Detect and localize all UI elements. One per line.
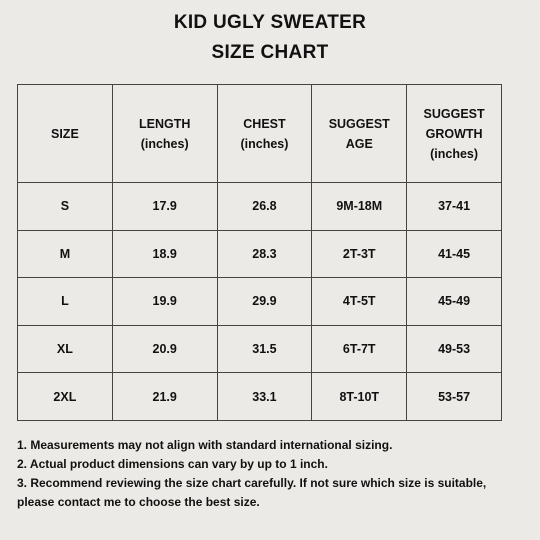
cell-age: 6T-7T (311, 324, 408, 374)
header-size: SIZE (17, 84, 113, 183)
table-row: M 18.9 28.3 2T-3T 41-45 (17, 229, 502, 279)
cell-chest: 33.1 (216, 372, 313, 421)
cell-growth: 37-41 (406, 182, 502, 231)
cell-chest: 26.8 (216, 182, 313, 231)
table-row: L 19.9 29.9 4T-5T 45-49 (17, 277, 502, 326)
cell-length: 20.9 (111, 324, 218, 374)
cell-size: 2XL (17, 372, 113, 421)
header-suggest-growth: SUGGEST GROWTH (inches) (406, 84, 502, 183)
note-item: 2. Actual product dimensions can vary by… (17, 457, 328, 471)
cell-age: 8T-10T (311, 372, 408, 421)
table-header-row: SIZE LENGTH (inches) CHEST (inches) SUGG… (17, 84, 502, 183)
header-length: LENGTH (inches) (111, 84, 218, 183)
cell-size: XL (17, 324, 113, 374)
cell-age: 2T-3T (311, 229, 408, 279)
cell-age: 9M-18M (311, 182, 408, 231)
header-chest: CHEST (inches) (216, 84, 313, 183)
chart-subtitle: SIZE CHART (211, 42, 329, 63)
cell-size: S (17, 182, 113, 231)
cell-growth: 49-53 (406, 324, 502, 374)
cell-length: 21.9 (111, 372, 218, 421)
cell-length: 19.9 (111, 277, 218, 326)
cell-size: L (17, 277, 113, 326)
chart-title: KID UGLY SWEATER (173, 12, 367, 33)
table-row: S 17.9 26.8 9M-18M 37-41 (17, 182, 502, 231)
cell-length: 17.9 (111, 182, 218, 231)
notes: 1. Measurements may not align with stand… (17, 436, 522, 512)
note-item: 3. Recommend reviewing the size chart ca… (17, 476, 487, 509)
cell-growth: 45-49 (406, 277, 502, 326)
table-row: 2XL 21.9 33.1 8T-10T 53-57 (17, 372, 502, 421)
table-row: XL 20.9 31.5 6T-7T 49-53 (17, 324, 502, 374)
cell-chest: 31.5 (216, 324, 313, 374)
cell-age: 4T-5T (311, 277, 408, 326)
cell-growth: 41-45 (406, 229, 502, 279)
cell-length: 18.9 (111, 229, 218, 279)
cell-chest: 28.3 (216, 229, 313, 279)
cell-chest: 29.9 (216, 277, 313, 326)
size-chart-table: SIZE LENGTH (inches) CHEST (inches) SUGG… (17, 84, 502, 421)
header-suggest-age: SUGGEST AGE (311, 84, 408, 183)
note-item: 1. Measurements may not align with stand… (17, 438, 393, 452)
cell-growth: 53-57 (406, 372, 502, 421)
cell-size: M (17, 229, 113, 279)
